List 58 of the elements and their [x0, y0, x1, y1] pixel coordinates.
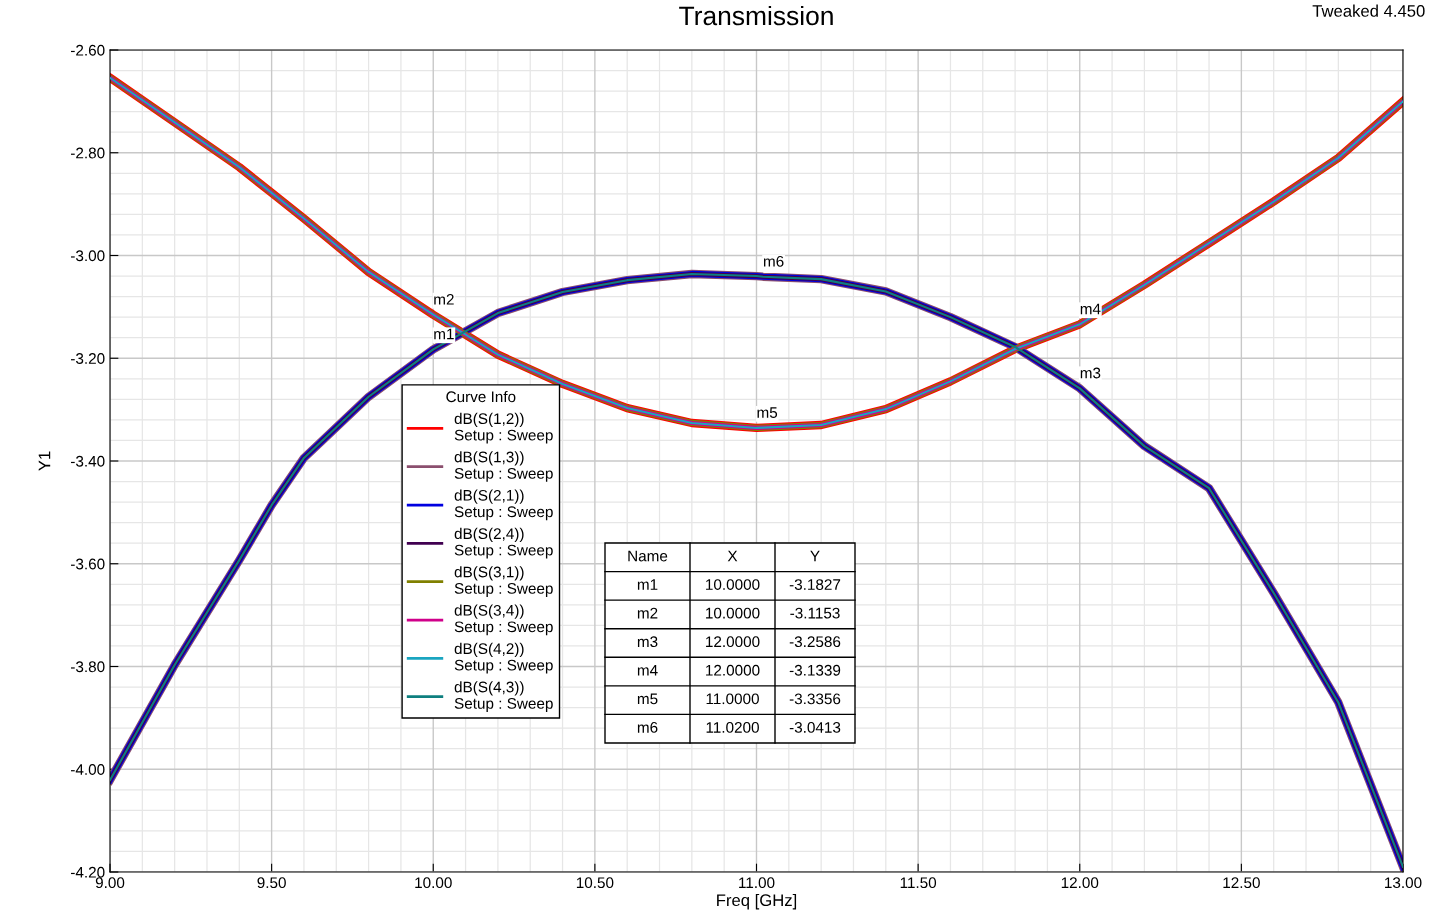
y-tick-label: -4.20 [71, 866, 105, 878]
x-tick-label: 9.50 [257, 877, 286, 889]
annotation: m5 [637, 693, 658, 705]
annotation: m4 [637, 665, 658, 676]
y-tick-label: -3.40 [71, 455, 105, 467]
text: Tweaked 4.450 [1312, 4, 1425, 17]
x-tick-label: 13.00 [1385, 877, 1422, 889]
chart-title: Transmission [679, 5, 833, 26]
annotation: Y [810, 550, 820, 562]
annotation: -3.1339 [789, 664, 841, 676]
annotation: m5 [757, 407, 778, 418]
y-tick-label: -3.80 [71, 661, 105, 673]
annotation: m1 [637, 579, 658, 590]
legend-label: dB(S(4,2)) Setup : Sweep [454, 642, 553, 674]
annotation: m3 [637, 636, 658, 648]
legend-label: dB(S(3,4)) Setup : Sweep [454, 604, 553, 636]
legend-label: dB(S(2,4)) Setup : Sweep [454, 527, 553, 559]
legend-label: dB(S(1,2)) Setup : Sweep [454, 412, 553, 444]
annotation: m1 [434, 328, 454, 340]
legend-label: dB(S(4,3)) Setup : Sweep [454, 681, 553, 712]
annotation: X [727, 550, 738, 562]
x-tick-label: 9.00 [95, 877, 125, 889]
annotation: 12.0000 [706, 664, 760, 676]
y-tick-label: -4.00 [71, 764, 105, 775]
y-tick-label: -2.60 [71, 44, 105, 56]
annotation: 11.0000 [706, 693, 759, 705]
x-axis-title: Freq [GHz] [717, 893, 797, 910]
annotation: 10.0000 [706, 607, 760, 619]
x-tick-label: 11.50 [900, 877, 937, 889]
annotation: 11.0200 [706, 722, 759, 733]
x-tick-label: 10.50 [576, 877, 614, 889]
y-tick-label: -2.80 [71, 147, 105, 159]
y-tick-label: -3.00 [71, 250, 105, 262]
annotation: 12.0000 [706, 636, 760, 648]
y-tick-label: -3.20 [71, 353, 105, 364]
annotation: m6 [637, 722, 658, 733]
x-tick-label: 12.00 [1061, 877, 1099, 889]
annotation: m2 [434, 293, 454, 305]
annotation: Name [628, 550, 668, 562]
annotation: -3.0413 [789, 722, 841, 733]
x-tick-label: 12.50 [1223, 877, 1260, 889]
y-axis-title: Y1 [38, 451, 51, 471]
annotation: -3.1827 [789, 579, 841, 590]
annotation: m6 [763, 255, 784, 267]
annotation: 10.0000 [706, 579, 760, 590]
y-tick-label: -3.60 [71, 558, 105, 570]
annotation: -3.2586 [789, 636, 841, 648]
x-tick-label: 10.00 [415, 877, 452, 889]
annotation: m2 [637, 607, 658, 619]
legend-label: dB(S(2,1)) Setup : Sweep [454, 489, 553, 521]
legend-title: Curve Info [446, 390, 516, 403]
legend-label: dB(S(1,3)) Setup : Sweep [454, 451, 553, 482]
annotation: m4 [1080, 303, 1101, 315]
annotation: -3.1153 [790, 607, 840, 619]
x-tick-label: 11.00 [739, 877, 775, 889]
legend-label: dB(S(3,1)) Setup : Sweep [454, 566, 553, 597]
annotation: -3.3356 [789, 693, 841, 705]
annotation: m3 [1080, 367, 1101, 379]
